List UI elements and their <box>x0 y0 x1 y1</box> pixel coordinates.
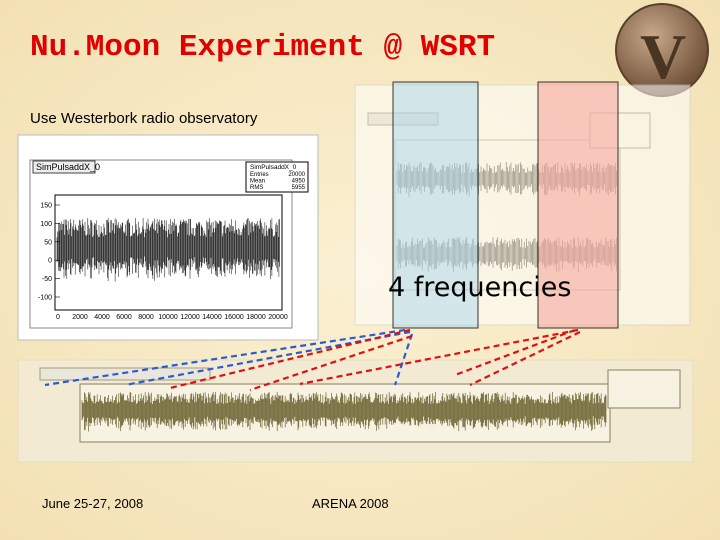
x-tick-label: 18000 <box>246 314 266 321</box>
connector-lines <box>44 328 581 392</box>
y-tick-label: 100 <box>40 221 52 228</box>
stats-key: Mean <box>250 179 265 185</box>
blue-band <box>392 81 479 329</box>
bottom-screenshot <box>17 359 694 463</box>
y-tick-label: 150 <box>40 203 52 210</box>
annotation: 4 frequencies <box>388 272 571 303</box>
stats-title: SimPulsaddX_0 <box>250 164 297 171</box>
plot-title: SimPulsaddX_0 <box>36 162 100 172</box>
waveform <box>56 218 280 282</box>
waveform <box>81 392 607 432</box>
subtitle: Use Westerbork radio observatory <box>30 110 258 127</box>
red-band <box>537 81 619 329</box>
x-tick-label: 0 <box>56 314 60 321</box>
stats-value: 4950 <box>292 179 306 185</box>
svg-text:V: V <box>640 21 686 92</box>
y-tick-label: -50 <box>42 276 52 283</box>
stats-key: Entries <box>250 172 269 178</box>
footer-event: ARENA 2008 <box>312 496 389 511</box>
x-tick-label: 10000 <box>158 314 178 321</box>
x-tick-label: 4000 <box>94 314 110 321</box>
footer-date: June 25-27, 2008 <box>42 496 143 511</box>
x-tick-label: 20000 <box>268 314 288 321</box>
y-tick-label: -100 <box>38 295 52 302</box>
x-tick-label: 2000 <box>72 314 88 321</box>
x-tick-label: 6000 <box>116 314 132 321</box>
stats-value: 20000 <box>288 172 305 178</box>
x-tick-label: 14000 <box>202 314 222 321</box>
left-plot: SimPulsaddX_0 SimPulsaddX_0 Entries 20000… <box>17 134 319 341</box>
stats-value: 5955 <box>292 185 306 191</box>
y-tick-label: 50 <box>44 239 52 246</box>
stats-key: RMS <box>250 185 263 191</box>
y-tick-label: 0 <box>48 258 52 265</box>
x-tick-label: 12000 <box>180 314 200 321</box>
x-tick-label: 8000 <box>138 314 154 321</box>
x-tick-label: 16000 <box>224 314 244 321</box>
title: Nu.Moon Experiment @ WSRT <box>30 30 495 65</box>
logo: V <box>615 3 709 97</box>
